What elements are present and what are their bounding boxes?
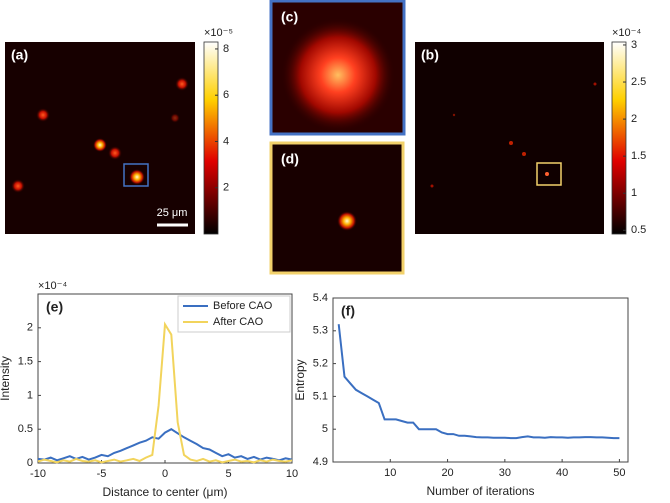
legend-label: Before CAO bbox=[213, 300, 273, 312]
colorbar-multiplier: ×10⁻⁵ bbox=[204, 27, 233, 39]
legend-box bbox=[177, 295, 291, 333]
colorbar bbox=[611, 41, 627, 235]
x-tick-label: -10 bbox=[30, 468, 46, 480]
x-axis-label: Number of iterations bbox=[426, 484, 534, 498]
panel-label: (f) bbox=[341, 303, 355, 319]
y-tick-label: 5.4 bbox=[313, 292, 328, 304]
series-line bbox=[37, 428, 293, 462]
axes-frame bbox=[332, 297, 629, 463]
panel-label: (d) bbox=[281, 151, 299, 167]
panel-label: (c) bbox=[281, 9, 298, 25]
colorbar-tick-label: 4 bbox=[223, 135, 229, 147]
x-tick-label: -5 bbox=[97, 468, 107, 480]
colorbar-tick-label: 3 bbox=[631, 39, 637, 51]
image-border bbox=[269, 141, 405, 275]
x-tick-label: 50 bbox=[613, 467, 625, 479]
y-axis-label: Entropy bbox=[293, 359, 307, 400]
y-tick-label: 1 bbox=[27, 389, 33, 401]
y-tick-label: 5 bbox=[322, 423, 328, 435]
series-line bbox=[37, 321, 293, 464]
x-tick-label: 30 bbox=[499, 467, 511, 479]
colorbar bbox=[203, 41, 219, 235]
image-c bbox=[271, 1, 404, 134]
panel-label: (a) bbox=[11, 47, 28, 63]
colorbar-tick-label: 2.5 bbox=[631, 76, 646, 88]
series-line bbox=[337, 324, 620, 440]
y-axis-label: Intensity bbox=[0, 356, 12, 401]
axis-multiplier: ×10⁻⁴ bbox=[38, 280, 67, 292]
colorbar-tick-label: 8 bbox=[223, 43, 229, 55]
scale-bar-label: 25 μm bbox=[157, 207, 188, 219]
x-tick-label: 40 bbox=[556, 467, 568, 479]
colorbar-multiplier: ×10⁻⁴ bbox=[612, 27, 641, 39]
x-tick-label: 0 bbox=[162, 468, 168, 480]
panel-label: (b) bbox=[421, 47, 439, 63]
colorbar-tick-label: 1 bbox=[631, 187, 637, 199]
x-tick-label: 10 bbox=[286, 468, 298, 480]
y-tick-label: 1.5 bbox=[18, 356, 33, 368]
x-tick-label: 10 bbox=[384, 467, 396, 479]
x-axis-label: Distance to center (μm) bbox=[103, 485, 228, 499]
y-tick-label: 5.3 bbox=[313, 325, 328, 337]
colorbar-tick-label: 2 bbox=[223, 182, 229, 194]
image-border bbox=[269, 0, 406, 136]
colorbar-tick-label: 2 bbox=[631, 113, 637, 125]
x-tick-label: 20 bbox=[441, 467, 453, 479]
panel-label: (e) bbox=[46, 299, 63, 315]
legend-label: After CAO bbox=[213, 316, 264, 328]
image-d bbox=[271, 143, 403, 273]
y-tick-label: 0 bbox=[27, 457, 33, 469]
colorbar-tick-label: 6 bbox=[223, 89, 229, 101]
y-tick-label: 0.5 bbox=[18, 423, 33, 435]
y-tick-label: 5.1 bbox=[313, 390, 328, 402]
y-tick-label: 5.2 bbox=[313, 358, 328, 370]
colorbar-tick-label: 1.5 bbox=[631, 150, 646, 162]
y-tick-label: 2 bbox=[27, 322, 33, 334]
x-tick-label: 5 bbox=[225, 468, 231, 480]
image-a bbox=[5, 42, 195, 234]
image-b bbox=[415, 42, 604, 234]
colorbar-tick-label: 0.5 bbox=[631, 224, 646, 236]
y-tick-label: 4.9 bbox=[313, 456, 328, 468]
